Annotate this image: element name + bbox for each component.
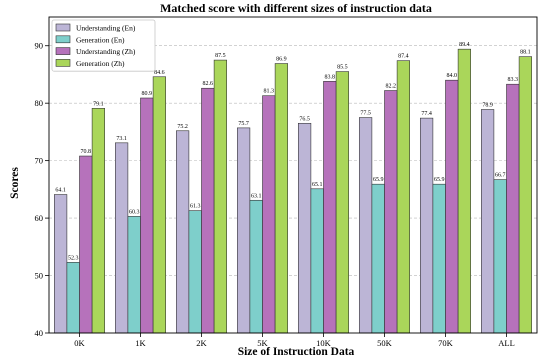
data-label: 66.7	[495, 173, 506, 179]
legend-label: Generation (En)	[76, 35, 125, 44]
data-label: 79.1	[93, 101, 104, 107]
data-label: 87.4	[398, 54, 409, 60]
x-axis-title: Size of Instruction Data	[238, 346, 355, 358]
data-label: 84.0	[447, 73, 458, 79]
x-tick-label: 5K	[257, 338, 268, 348]
data-label: 65.1	[312, 182, 323, 188]
data-label: 77.4	[421, 111, 432, 117]
bar	[201, 87, 215, 334]
bar	[140, 97, 154, 334]
data-label: 82.2	[386, 84, 397, 90]
y-tick-label: 60	[35, 213, 44, 223]
data-label: 83.8	[325, 74, 336, 80]
y-tick-label: 70	[35, 156, 44, 166]
bar	[262, 95, 276, 334]
data-label: 84.6	[154, 70, 165, 76]
legend: Understanding (En) Generation (En) Underst…	[51, 19, 156, 72]
y-tick-label: 50	[35, 271, 44, 281]
data-label: 75.7	[238, 121, 249, 127]
data-label: 52.3	[68, 255, 79, 261]
bar	[274, 63, 289, 334]
bar	[115, 142, 129, 334]
x-tick-label: 0K	[74, 338, 85, 348]
x-tick-label: 10K	[316, 338, 332, 348]
bar	[480, 109, 495, 334]
bar	[91, 108, 105, 334]
x-tick-label: 2K	[196, 338, 207, 348]
data-label: 65.9	[434, 177, 445, 183]
data-label: 82.6	[203, 81, 214, 87]
legend-swatch	[55, 35, 71, 44]
bar	[358, 117, 373, 334]
data-label: 63.1	[251, 193, 262, 199]
legend-swatch	[55, 47, 71, 55]
bar	[506, 83, 520, 334]
data-label: 78.9	[482, 103, 493, 109]
data-label: 76.5	[299, 116, 310, 122]
bar	[188, 210, 202, 334]
bar	[249, 199, 263, 334]
data-label: 86.9	[276, 57, 287, 63]
x-tick-label: 1K	[135, 338, 146, 348]
data-label: 80.9	[142, 91, 153, 97]
legend-swatch	[55, 59, 71, 67]
bar	[323, 81, 337, 334]
bar	[493, 179, 507, 334]
bars	[53, 48, 532, 334]
x-tick-label: 50K	[377, 338, 393, 348]
bar	[79, 155, 93, 334]
bar	[445, 79, 459, 334]
y-axis-title: Scores	[9, 167, 21, 199]
legend-label: Understanding (Zh)	[76, 47, 136, 56]
bar	[152, 76, 167, 334]
legend-box	[51, 19, 156, 72]
data-label: 70.8	[81, 149, 92, 155]
bar	[127, 216, 141, 334]
bar	[384, 90, 398, 334]
bar	[396, 60, 411, 334]
axes: 40 50 60 70 80 90 0K 1K 2K 5K 10K 50K 70K ALL	[35, 16, 538, 348]
data-label: 60.3	[129, 209, 140, 215]
bar	[213, 59, 228, 334]
bar	[518, 56, 532, 334]
data-labels: 64.1 52.3 70.8 79.1 73.1 60.3 80.9 84.6 75.2 61.3…	[55, 42, 530, 261]
bar	[457, 48, 472, 334]
data-label: 83.3	[508, 77, 519, 83]
data-label: 81.3	[264, 89, 275, 95]
bar	[371, 183, 385, 334]
bar	[53, 194, 68, 334]
data-label: 73.1	[116, 136, 127, 142]
data-label: 85.5	[337, 65, 348, 71]
y-tick-label: 40	[35, 328, 44, 338]
plot-frame	[48, 16, 538, 334]
x-tick-label: 70K	[438, 338, 454, 348]
legend-label: Understanding (En)	[76, 24, 136, 33]
data-label: 75.2	[177, 124, 188, 130]
y-tick-label: 80	[35, 98, 44, 108]
legend-swatch	[55, 23, 71, 32]
bar	[310, 188, 324, 334]
y-tick-label: 90	[35, 41, 44, 51]
bar	[419, 117, 434, 334]
bar	[237, 127, 251, 334]
x-tick-label: ALL	[498, 338, 515, 348]
bar	[66, 262, 80, 334]
data-label: 87.5	[215, 53, 226, 59]
legend-label: Generation (Zh)	[76, 59, 125, 68]
bar	[297, 122, 312, 334]
data-label: 89.4	[459, 42, 470, 48]
data-label: 64.1	[55, 188, 66, 194]
data-label: 65.9	[373, 177, 384, 183]
data-label: 61.3	[190, 204, 201, 210]
chart-title: Matched score with different sizes of in…	[160, 1, 432, 15]
bar	[176, 130, 190, 334]
data-label: 77.5	[360, 111, 371, 117]
bar	[432, 183, 446, 334]
data-label: 88.1	[520, 50, 531, 56]
bar	[335, 71, 350, 334]
